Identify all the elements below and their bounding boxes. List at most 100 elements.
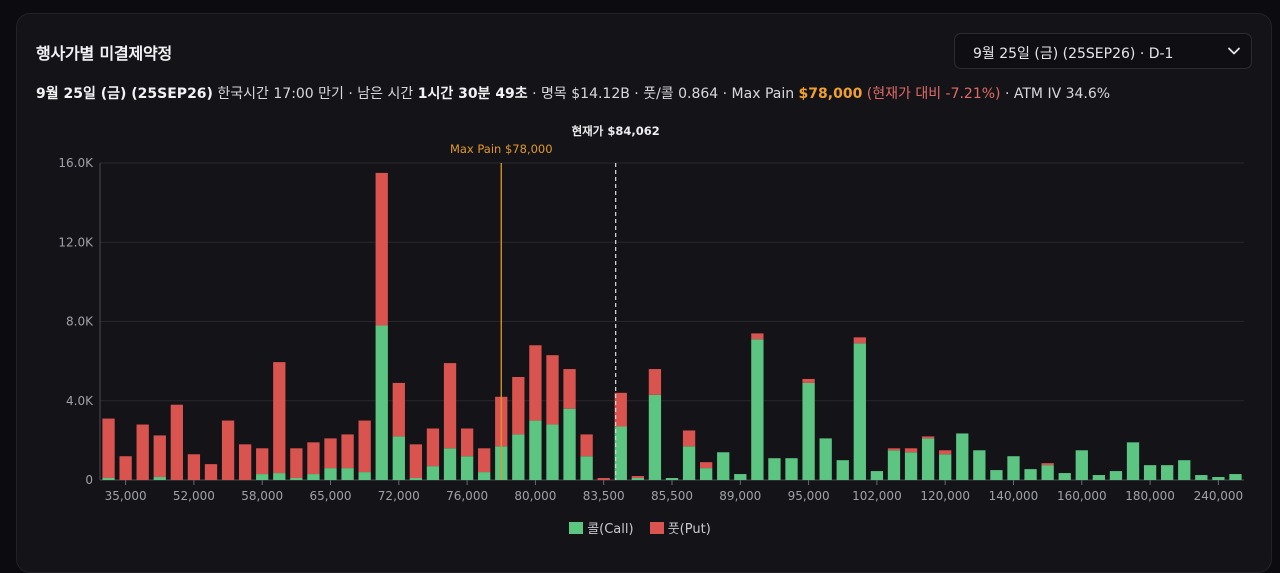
y-tick-label: 12.0K [58, 235, 94, 249]
bar-call [1007, 456, 1020, 480]
x-tick-label: 85,500 [651, 489, 693, 503]
bar-call [734, 474, 747, 480]
y-tick-label: 16.0K [58, 156, 94, 170]
bar-put [939, 450, 952, 455]
x-tick-label: 72,000 [378, 489, 420, 503]
bar-put [1041, 463, 1054, 466]
bar-put [273, 362, 286, 474]
remaining-time: 1시간 30분 49초 [417, 86, 528, 102]
bar-put [631, 476, 644, 479]
y-tick-label: 8.0K [66, 315, 94, 329]
bar-put [904, 448, 918, 453]
legend-swatch-put [649, 522, 664, 534]
bar-put [802, 378, 815, 383]
x-tick-label: 180,000 [1125, 489, 1175, 503]
bar-call [563, 408, 576, 480]
bar-put [460, 428, 474, 457]
bar-put [358, 420, 371, 473]
bar-call [102, 478, 115, 480]
bar-call [324, 468, 337, 480]
x-tick-label: 52,000 [173, 489, 215, 503]
bar-put [238, 444, 252, 480]
bar-call [853, 343, 866, 480]
bar-call [290, 478, 303, 480]
bar-call [939, 454, 952, 480]
bar-put [597, 478, 610, 480]
bar-call [307, 474, 320, 480]
max-pain-value: $78,000 [798, 86, 863, 102]
bar-call [273, 473, 286, 480]
bar-call [1195, 475, 1208, 480]
x-tick-label: 140,000 [989, 489, 1039, 503]
bar-call [887, 450, 901, 480]
bar-call [717, 452, 730, 480]
x-tick-label: 76,000 [446, 489, 488, 503]
chart-legend: 콜(Call) 풋(Put) [0, 518, 1280, 537]
bar-call [921, 438, 935, 480]
bar-call [1092, 475, 1106, 480]
bar-put [443, 363, 457, 449]
x-tick-label: 102,000 [852, 489, 902, 503]
bar-call [648, 394, 662, 480]
bar-call [614, 426, 627, 480]
bar-call [392, 436, 405, 480]
bar-call [990, 470, 1003, 480]
bar-call [682, 446, 696, 480]
bar-call [751, 339, 764, 480]
bar-put [682, 430, 696, 447]
bar-put [512, 376, 525, 435]
bar-put [170, 404, 183, 480]
bar-put [478, 448, 491, 473]
bar-call [409, 478, 423, 480]
bar-put [307, 442, 320, 475]
bar-call [375, 325, 388, 480]
x-tick-label: 240,000 [1194, 489, 1244, 503]
bar-call [1126, 442, 1140, 480]
chevron-down-icon [1228, 47, 1240, 55]
bar-put [426, 428, 440, 467]
bar-call [443, 448, 457, 480]
bar-call [1143, 465, 1157, 480]
x-tick-label: 160,000 [1057, 489, 1107, 503]
bar-call [1178, 460, 1191, 480]
bar-call [153, 477, 166, 480]
bar-call [256, 474, 269, 480]
x-tick-label: 83,500 [583, 489, 625, 503]
bar-call [546, 424, 559, 480]
bar-call [904, 452, 918, 480]
bar-put [529, 345, 542, 421]
bar-put [341, 434, 354, 469]
bar-call [1058, 473, 1071, 480]
bar-put [102, 418, 115, 479]
atm-iv-text: · ATM IV 34.6% [1000, 86, 1111, 102]
bar-call [358, 472, 371, 480]
bar-call [870, 471, 884, 480]
bar-call [460, 456, 474, 480]
legend-label-put: 풋(Put) [667, 522, 711, 537]
bar-call [956, 433, 969, 480]
bar-call [1041, 465, 1054, 480]
bar-put [136, 424, 149, 480]
bar-put [751, 333, 764, 340]
x-tick-label: 80,000 [514, 489, 556, 503]
bar-call [529, 420, 542, 480]
bar-put [700, 462, 713, 469]
x-tick-label: 35,000 [105, 489, 147, 503]
bar-call [802, 382, 815, 480]
y-tick-label: 4.0K [66, 394, 94, 408]
bar-put [375, 172, 388, 326]
legend-item-put[interactable]: 풋(Put) [649, 518, 711, 537]
expiry-select[interactable]: 9월 25일 (금) (25SEP26) · D-1 [954, 33, 1252, 69]
bar-call [580, 456, 593, 480]
bar-put [921, 436, 935, 439]
bar-put [256, 448, 269, 475]
bar-call [785, 458, 798, 480]
bar-put [580, 434, 593, 457]
bar-put [648, 369, 662, 395]
bar-call [1229, 474, 1242, 480]
legend-item-call[interactable]: 콜(Call) [569, 518, 634, 537]
bar-call [512, 434, 525, 480]
expiry-time-text: 한국시간 17:00 만기 · 남은 시간 [212, 86, 418, 102]
expiry-select-value: 9월 25일 (금) (25SEP26) · D-1 [973, 46, 1174, 62]
bar-call [1212, 477, 1225, 480]
